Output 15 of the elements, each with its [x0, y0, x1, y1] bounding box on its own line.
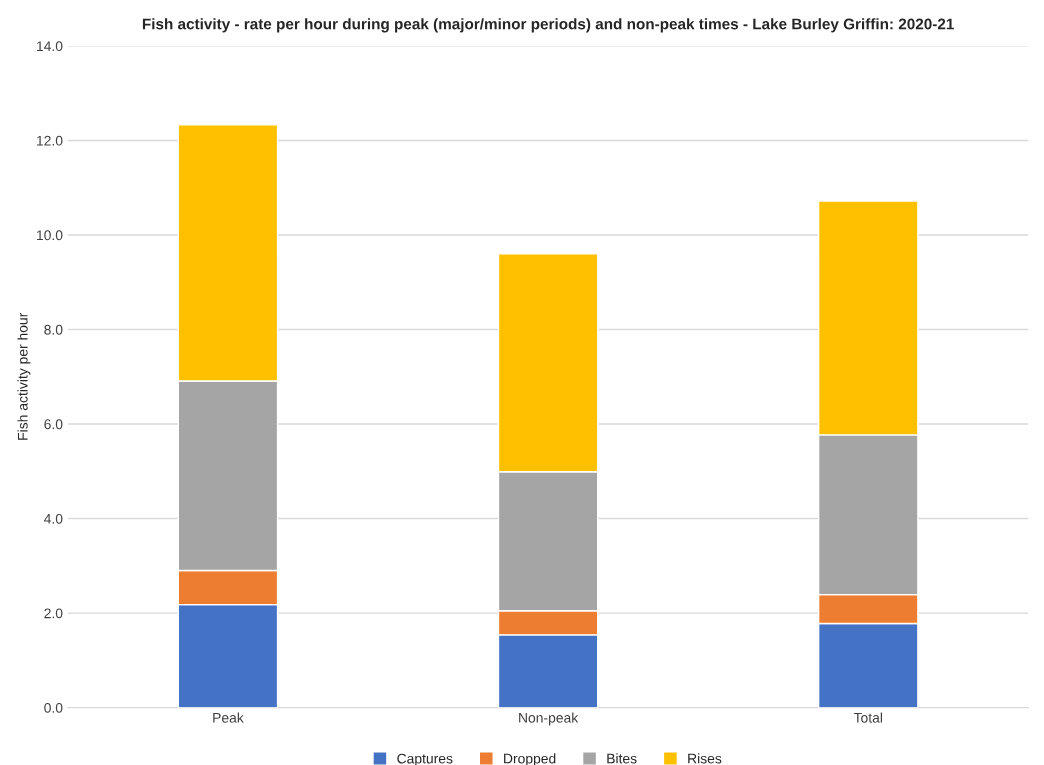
legend-label: Bites [607, 753, 637, 764]
y-tick-label: 8.0 [44, 324, 63, 335]
y-tick-label: 10.0 [37, 230, 63, 241]
y-tick-label: 12.0 [37, 135, 63, 146]
y-tick-label: 0.0 [44, 702, 63, 713]
y-axis-title: Fish activity per hour [17, 312, 31, 440]
x-tick-label: Non-peak [519, 712, 579, 726]
x-tick-label: Peak [213, 712, 244, 723]
y-tick-label: 14.0 [37, 41, 63, 52]
y-tick-label: 4.0 [44, 513, 63, 524]
legend-label: Rises [688, 753, 722, 764]
y-tick-label: 6.0 [44, 419, 63, 430]
chart-title: Fish activity - rate per hour during peak (major/minor periods) and non-peak times - Lake Burley Griffin: 2020-21 [142, 18, 954, 33]
x-tick-label: Total [853, 712, 882, 723]
y-tick-label: 2.0 [44, 608, 63, 619]
